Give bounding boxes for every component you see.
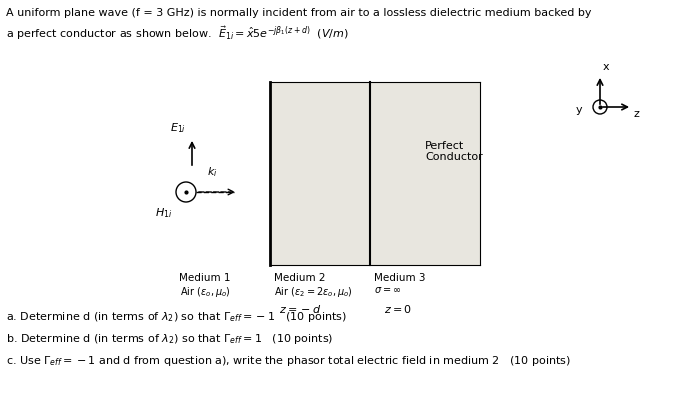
Text: $z = 0$: $z = 0$ [384, 303, 412, 315]
Text: y: y [575, 105, 582, 115]
Text: a. Determine d (in terms of $\lambda_2$) so that $\Gamma_{eff} = -1$   (10 point: a. Determine d (in terms of $\lambda_2$)… [6, 310, 347, 324]
Text: Air ($\varepsilon_o,\mu_o$): Air ($\varepsilon_o,\mu_o$) [180, 285, 230, 299]
Text: Medium 2: Medium 2 [274, 273, 326, 283]
Text: c. Use $\Gamma_{eff} = -1$ and d from question a), write the phasor total electr: c. Use $\Gamma_{eff} = -1$ and d from qu… [6, 354, 571, 368]
Text: $H_{1i}$: $H_{1i}$ [154, 206, 172, 220]
Text: a perfect conductor as shown below.  $\vec{E}_{1i} = \hat{x}5e^{-j\beta_1(z+d)}$: a perfect conductor as shown below. $\ve… [6, 24, 349, 42]
Bar [270, 82, 370, 265]
Text: $E_{1i}$: $E_{1i}$ [170, 121, 186, 135]
Text: Perfect
Conductor: Perfect Conductor [425, 141, 483, 162]
Text: $\sigma = \infty$: $\sigma = \infty$ [374, 285, 401, 295]
Text: Medium 1: Medium 1 [179, 273, 231, 283]
Text: x: x [603, 62, 610, 72]
Text: b. Determine d (in terms of $\lambda_2$) so that $\Gamma_{eff} = 1$   (10 points: b. Determine d (in terms of $\lambda_2$)… [6, 332, 333, 346]
Text: z: z [634, 109, 640, 119]
Text: Medium 3: Medium 3 [374, 273, 426, 283]
Bar [370, 82, 480, 265]
Text: $z = -d$: $z = -d$ [279, 303, 321, 315]
Text: Air ($\varepsilon_2 = 2\varepsilon_o,\mu_o$): Air ($\varepsilon_2 = 2\varepsilon_o,\mu… [274, 285, 353, 299]
Text: $k_i$: $k_i$ [207, 165, 217, 179]
Text: A uniform plane wave (f = 3 GHz) is normally incident from air to a lossless die: A uniform plane wave (f = 3 GHz) is norm… [6, 8, 591, 18]
